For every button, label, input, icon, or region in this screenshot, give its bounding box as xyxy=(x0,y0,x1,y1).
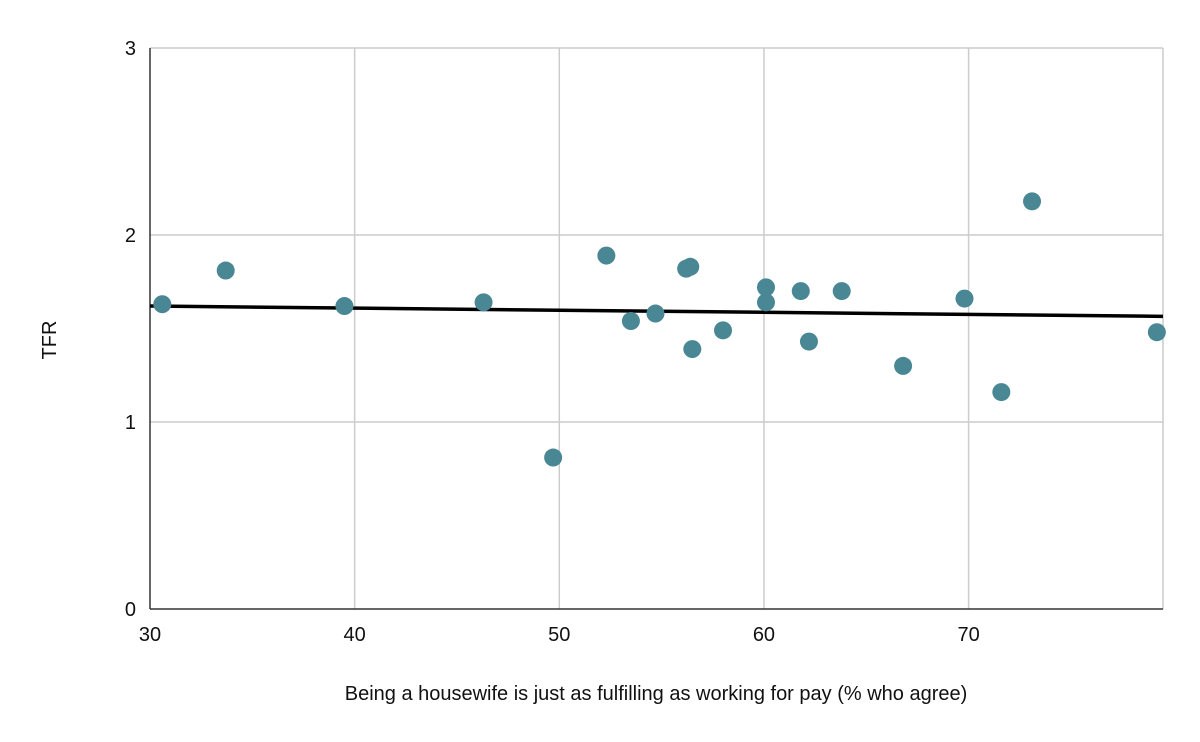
data-points xyxy=(153,192,1166,467)
data-point xyxy=(756,293,775,312)
data-point xyxy=(621,312,640,331)
grid-lines xyxy=(150,47,1164,609)
data-point xyxy=(992,383,1011,402)
data-point xyxy=(474,293,493,312)
tick-labels: 30 40 50 60 70 0 1 2 3 xyxy=(125,38,980,646)
data-point xyxy=(799,332,818,351)
x-tick-label: 30 xyxy=(139,624,161,646)
data-point xyxy=(646,304,665,323)
data-point xyxy=(335,297,354,316)
x-tick-label: 40 xyxy=(344,624,366,646)
data-point xyxy=(756,278,775,297)
data-point xyxy=(681,257,700,276)
data-point xyxy=(683,340,702,359)
data-point xyxy=(714,321,733,340)
data-point xyxy=(1023,192,1042,211)
x-tick-label: 60 xyxy=(753,624,775,646)
axes xyxy=(149,48,1163,610)
data-point xyxy=(1147,323,1166,342)
x-tick-label: 50 xyxy=(548,624,570,646)
y-tick-label: 1 xyxy=(125,412,136,434)
data-point xyxy=(544,448,563,467)
y-tick-label: 0 xyxy=(125,599,136,621)
data-point xyxy=(955,289,974,308)
data-point xyxy=(894,356,913,375)
y-axis-title: TFR xyxy=(39,321,61,360)
data-point xyxy=(832,282,851,301)
data-point xyxy=(597,246,616,265)
y-tick-label: 2 xyxy=(125,225,136,247)
data-point xyxy=(153,295,172,314)
y-tick-label: 3 xyxy=(125,38,136,60)
data-point xyxy=(791,282,810,301)
x-tick-label: 70 xyxy=(957,624,979,646)
x-axis-title: Being a housewife is just as fulfilling … xyxy=(345,683,968,705)
data-point xyxy=(216,261,235,280)
